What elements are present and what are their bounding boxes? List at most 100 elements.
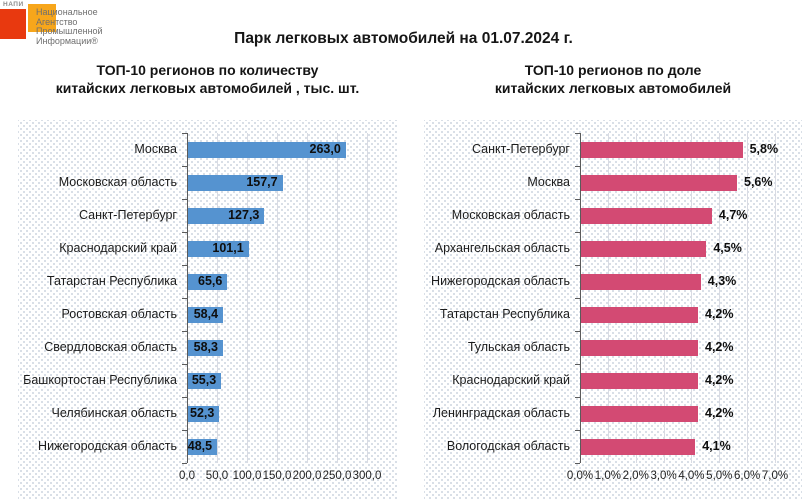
chart-quantity-title-line2: китайских легковых автомобилей , тыс. шт… bbox=[55, 79, 360, 96]
value-label: 58,4 bbox=[193, 307, 219, 321]
x-axis-tick-label: 250,0 bbox=[322, 470, 352, 482]
category-label: Московская область bbox=[451, 208, 570, 222]
value-label: 55,3 bbox=[191, 373, 217, 387]
bar bbox=[581, 273, 701, 290]
value-label: 157,7 bbox=[246, 175, 278, 189]
category-label: Архангельская область bbox=[434, 241, 570, 255]
category-label: Москва bbox=[527, 175, 570, 189]
bar bbox=[188, 174, 283, 191]
value-label: 4,5% bbox=[713, 241, 742, 255]
value-label: 4,2% bbox=[705, 307, 734, 321]
y-axis-tick bbox=[575, 166, 580, 167]
gridline bbox=[277, 133, 278, 463]
gridline bbox=[663, 133, 665, 463]
x-axis-tick-label: 300,0 bbox=[352, 470, 382, 482]
x-axis-tick-label: 50,0 bbox=[205, 470, 229, 482]
gridline bbox=[691, 133, 693, 463]
y-axis-tick bbox=[575, 397, 580, 398]
logo-text: Национальное Агентство Промышленной Инфо… bbox=[36, 7, 103, 46]
category-label: Нижегородская область bbox=[38, 439, 177, 453]
x-axis-tick-label: 0,0% bbox=[566, 470, 594, 482]
gridline bbox=[607, 133, 609, 463]
y-axis-tick bbox=[575, 133, 580, 134]
page-title: Парк легковых автомобилей на 01.07.2024 … bbox=[234, 30, 573, 47]
value-label: 65,6 bbox=[198, 274, 223, 288]
logo-text-line: Промышленной bbox=[36, 26, 103, 37]
chart-quantity-title-line1: ТОП-10 регионов по количеству bbox=[96, 62, 319, 78]
y-axis-tick bbox=[575, 430, 580, 431]
y-axis-tick bbox=[182, 265, 187, 266]
y-axis-tick bbox=[182, 430, 187, 431]
y-axis-line bbox=[187, 133, 188, 463]
logo-text-line: Национальное bbox=[36, 7, 98, 17]
bar bbox=[188, 438, 218, 455]
category-label: Татарстан Республика bbox=[439, 307, 570, 321]
x-axis-tick-label: 200,0 bbox=[292, 470, 322, 482]
category-label: Краснодарский край bbox=[59, 241, 177, 255]
value-label: 4,1% bbox=[702, 439, 731, 453]
x-axis-tick-label: 1,0% bbox=[594, 470, 621, 482]
value-label: 5,6% bbox=[744, 175, 773, 189]
category-label: Башкортостан Республика bbox=[23, 373, 177, 387]
chart-quantity-panel: 0,0 50,0 100,0 150,0 200,0 250,0 300,0 Москва 26… bbox=[18, 120, 397, 500]
logo-text-line: Информации® bbox=[36, 35, 98, 46]
y-axis-tick bbox=[182, 364, 187, 365]
category-label: Тульская область bbox=[467, 340, 570, 354]
logo-red-square bbox=[0, 9, 26, 39]
gridline bbox=[217, 133, 218, 463]
y-axis-tick bbox=[182, 463, 187, 464]
value-label: 5,8% bbox=[749, 142, 779, 156]
value-label: 52,3 bbox=[190, 406, 215, 420]
y-axis-line bbox=[580, 133, 581, 463]
y-axis-tick bbox=[182, 397, 187, 398]
gridline bbox=[775, 133, 776, 463]
value-label: 48,5 bbox=[187, 439, 213, 453]
x-axis-tick-label: 0,0 bbox=[179, 470, 195, 482]
bar bbox=[581, 174, 737, 191]
value-label: 4,7% bbox=[718, 208, 748, 222]
gridline bbox=[747, 133, 749, 463]
bar bbox=[188, 405, 220, 422]
value-label: 127,3 bbox=[228, 208, 260, 222]
y-axis-tick bbox=[182, 331, 187, 332]
bar bbox=[188, 306, 224, 323]
bar bbox=[581, 438, 696, 455]
gridline bbox=[307, 133, 308, 463]
bar bbox=[188, 207, 265, 224]
chart-share-panel: 0,0% 1,0% 2,0% 3,0% 4,0% 5,0% 6,0% 7,0% Санкт-Пе… bbox=[424, 120, 802, 500]
y-axis-tick bbox=[575, 265, 580, 266]
bar bbox=[188, 372, 222, 389]
category-label: Санкт-Петербург bbox=[471, 142, 570, 156]
bar bbox=[581, 405, 698, 422]
bar bbox=[581, 240, 707, 257]
gridline bbox=[337, 133, 338, 463]
category-label: Ростовская область bbox=[61, 307, 178, 321]
category-label: Нижегородская область bbox=[431, 274, 570, 288]
logo-acronym-text: НАПИ bbox=[3, 1, 24, 8]
bar bbox=[581, 306, 698, 323]
value-label: 4,2% bbox=[705, 373, 734, 387]
category-label: Краснодарский край bbox=[452, 373, 570, 387]
x-axis-tick-label: 3,0% bbox=[650, 470, 677, 482]
napi-logo: НАПИ Национальное Агентство Промышленной… bbox=[0, 0, 160, 55]
bar bbox=[581, 207, 712, 224]
x-axis-tick-label: 5,0% bbox=[706, 470, 733, 482]
y-axis-tick bbox=[575, 331, 580, 332]
y-axis-tick bbox=[575, 298, 580, 299]
bar bbox=[188, 141, 346, 158]
y-axis-tick bbox=[575, 199, 580, 200]
chart-share-title-line2: китайских легковых автомобилей bbox=[494, 79, 732, 96]
value-label: 4,3% bbox=[707, 274, 737, 288]
gridline bbox=[367, 133, 368, 463]
chart-quantity-title: ТОП-10 регионов по количеству китайских … bbox=[18, 62, 397, 97]
x-axis-tick-label: 7,0% bbox=[761, 470, 789, 482]
bar bbox=[188, 273, 228, 290]
logo-text-line: Агентство bbox=[36, 16, 78, 27]
y-axis-tick bbox=[575, 364, 580, 365]
y-axis-tick bbox=[575, 232, 580, 233]
y-axis-tick bbox=[182, 232, 187, 233]
gridline bbox=[635, 133, 637, 463]
x-axis-tick-label: 150,0 bbox=[262, 470, 292, 482]
chart-share-title: ТОП-10 регионов по доле китайских легков… bbox=[424, 62, 802, 97]
bar bbox=[581, 339, 698, 356]
